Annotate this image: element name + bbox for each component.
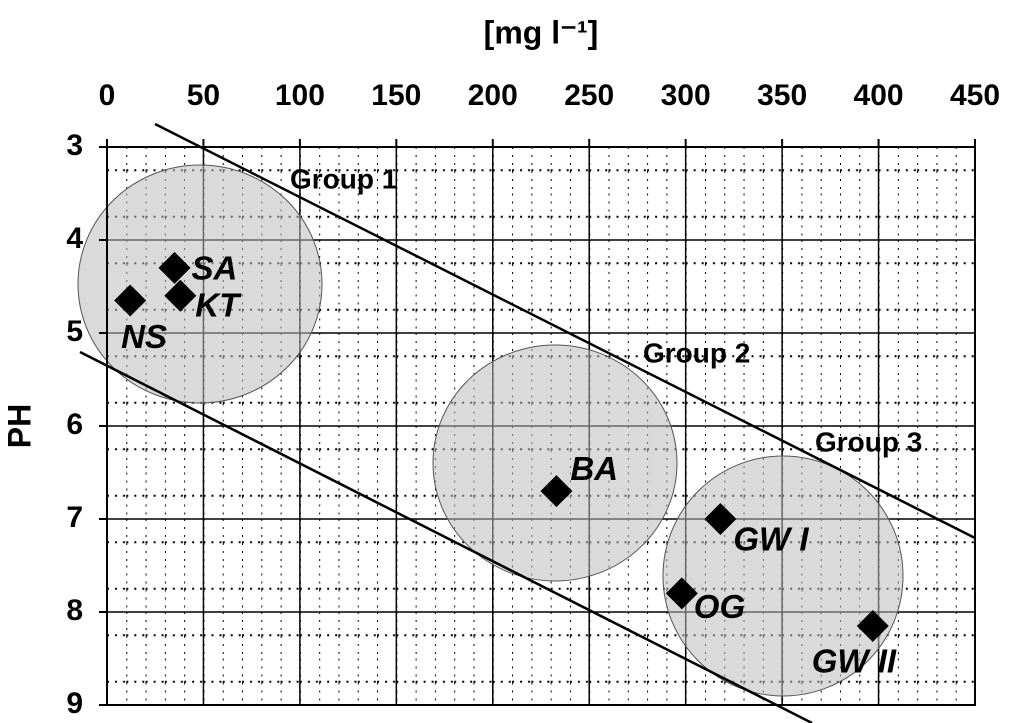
point-label: GW I [733, 521, 809, 558]
y-tick-label: 3 [66, 129, 83, 162]
x-tick-label: 150 [371, 79, 421, 112]
divider-line [154, 122, 976, 540]
point [540, 475, 573, 508]
y-tick-label: 4 [66, 222, 83, 255]
point-label: OG [694, 588, 745, 625]
y-tick-label: 7 [66, 501, 83, 534]
point-label: NS [121, 318, 167, 355]
point [856, 609, 889, 642]
y-axis-title: PH [1, 404, 37, 448]
x-axis-title: [mg l⁻¹] [484, 14, 599, 50]
point [704, 503, 737, 535]
x-tick-label: 200 [468, 79, 518, 112]
point [158, 251, 191, 284]
group-label: Group 3 [815, 426, 922, 457]
point [164, 279, 197, 312]
x-tick-label: 350 [757, 79, 807, 112]
group-circle [77, 164, 323, 404]
x-tick-label: 300 [661, 79, 711, 112]
group-circle [432, 344, 678, 582]
y-tick-label: 8 [66, 594, 83, 627]
y-tick-label: 6 [66, 408, 83, 441]
x-tick-label: 100 [275, 79, 325, 112]
point [114, 284, 147, 317]
x-tick-label: 50 [187, 79, 220, 112]
group-label: Group 1 [290, 163, 397, 194]
point-label: BA [570, 450, 618, 487]
x-tick-label: 400 [854, 79, 904, 112]
x-tick-label: 0 [99, 79, 116, 112]
y-tick-label: 9 [66, 687, 83, 720]
point-label: SA [192, 250, 238, 287]
point [665, 577, 698, 610]
group-label: Group 2 [643, 337, 750, 368]
point-label: KT [195, 287, 242, 324]
point-label: GW II [812, 643, 897, 680]
x-tick-label: 250 [564, 79, 614, 112]
y-tick-label: 5 [66, 315, 83, 348]
divider-line [79, 350, 813, 723]
x-tick-label: 450 [950, 79, 1000, 112]
